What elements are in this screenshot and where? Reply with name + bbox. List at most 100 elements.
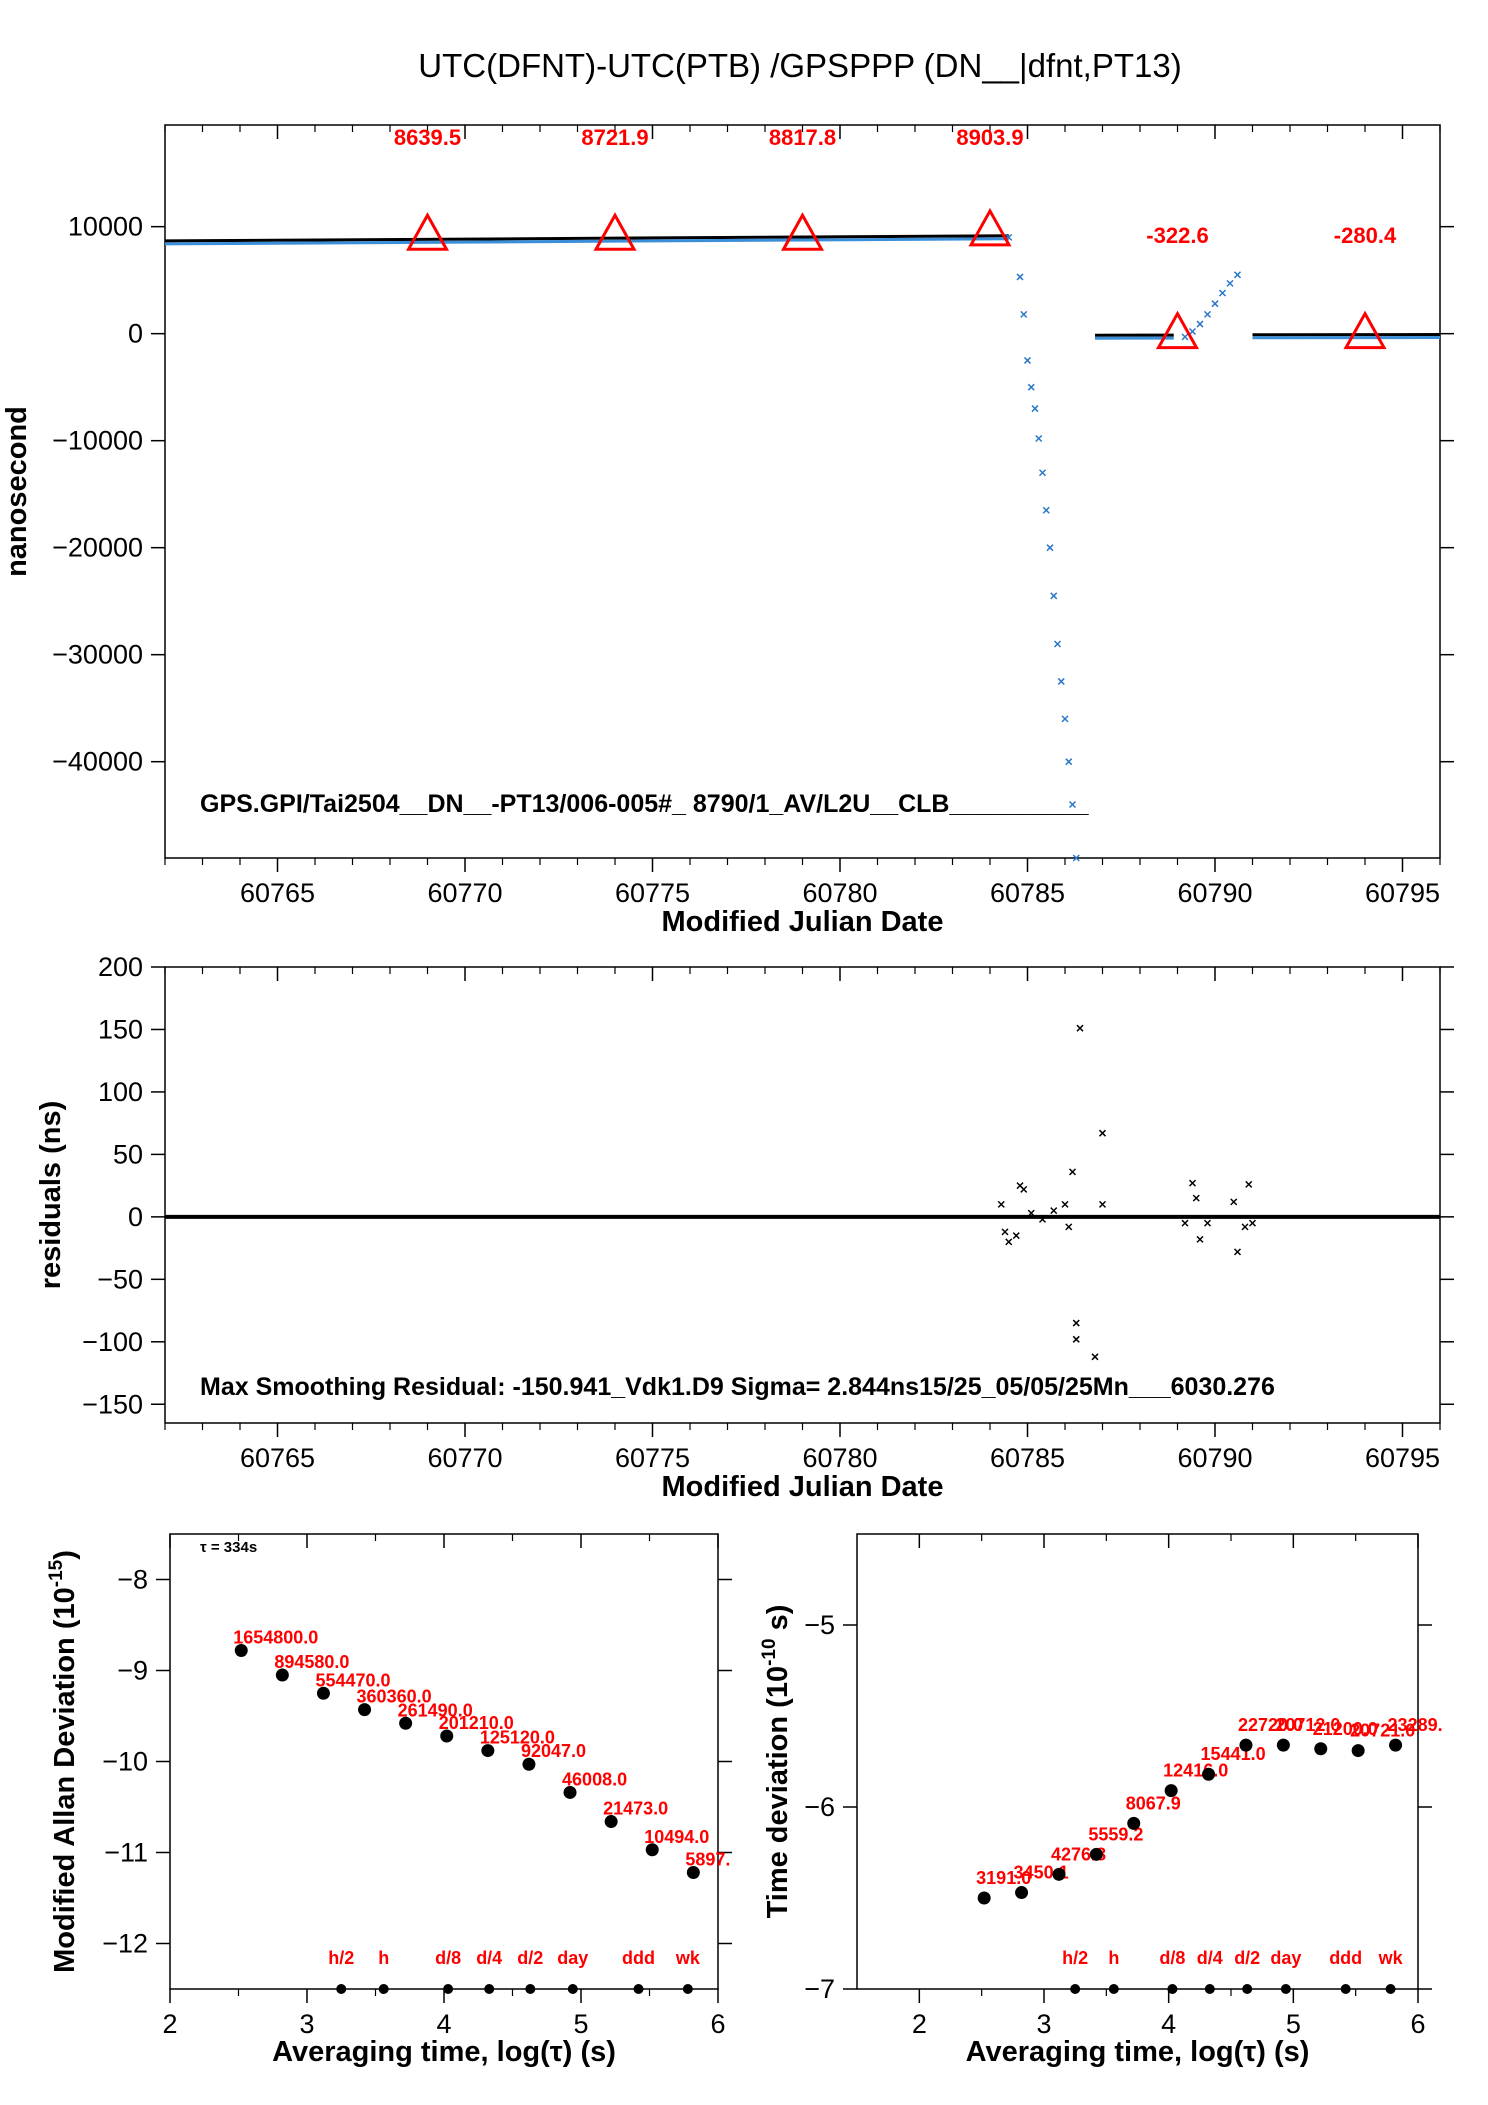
y-tick-label: 50 xyxy=(113,1139,143,1169)
y-tick-label: −6 xyxy=(804,1792,835,1822)
deviation-point-label: 20721.0 xyxy=(1350,1721,1415,1741)
deviation-point-label: 20712.0 xyxy=(1275,1715,1340,1735)
deviation-point-label: 10494.0 xyxy=(644,1827,709,1847)
x-tick-label: 60790 xyxy=(1177,1443,1252,1473)
phase-point xyxy=(1020,310,1028,318)
time-marker-dot xyxy=(1280,1984,1291,1994)
phase-point xyxy=(1016,273,1024,281)
residual-point xyxy=(1230,1198,1238,1206)
residual-point xyxy=(1196,1235,1204,1243)
deviation-point-label: 23289. xyxy=(1388,1715,1443,1735)
plot-frame xyxy=(164,966,1441,1424)
y-tick-label: −7 xyxy=(804,1974,835,2004)
deviation-point xyxy=(358,1703,372,1717)
deviation-point-label: 3191.0 xyxy=(976,1868,1031,1888)
y-tick-label: 200 xyxy=(98,952,143,982)
deviation-point-label: 15441.0 xyxy=(1201,1744,1266,1764)
time-marker-dot xyxy=(378,1984,389,1994)
phase-marker-triangle xyxy=(1155,310,1200,350)
x-tick-label: 60795 xyxy=(1365,1443,1440,1473)
phase-marker-label: 8903.9 xyxy=(956,125,1023,150)
residual-point xyxy=(1068,1168,1077,1176)
deviation-point-label: 22720.0 xyxy=(1238,1715,1303,1735)
x-tick-label: 3 xyxy=(299,2009,314,2039)
deviation-point xyxy=(1164,1784,1178,1798)
x-tick-label: 60775 xyxy=(615,878,690,908)
time-marker-dot xyxy=(1070,1984,1081,1994)
residual-point xyxy=(1020,1185,1028,1193)
y-tick-label: 10000 xyxy=(68,212,143,242)
time-marker-label: h xyxy=(378,1948,389,1968)
phase-marker-label: 8817.8 xyxy=(769,125,836,150)
x-tick-label: 60765 xyxy=(240,1443,315,1473)
deviation-point xyxy=(481,1744,495,1758)
y-axis-title: Time deviation (10-10 s) xyxy=(759,1605,794,1919)
residual-point xyxy=(1091,1353,1099,1361)
time-marker-dot xyxy=(1242,1984,1253,1994)
time-marker-dot xyxy=(1167,1984,1178,1994)
deviation-point xyxy=(234,1643,248,1657)
y-tick-label: −12 xyxy=(102,1929,148,1959)
phase-marker-triangle xyxy=(968,207,1012,247)
y-tick-label: −40000 xyxy=(52,747,143,777)
time-marker-dot xyxy=(484,1984,495,1994)
deviation-point xyxy=(1052,1867,1066,1881)
phase-point xyxy=(1226,279,1234,287)
x-tick-label: 60795 xyxy=(1365,878,1440,908)
phase-chart: 60765 60770 60775 60780 60785 60790 60795 10000… xyxy=(1,124,1454,938)
time-marker-dot xyxy=(1385,1984,1396,1994)
residual-point xyxy=(1005,1238,1013,1246)
deviation-point xyxy=(645,1843,659,1857)
x-tick-label: 60780 xyxy=(802,1443,877,1473)
phase-point xyxy=(1203,310,1212,318)
deviation-point-label: 5897. xyxy=(685,1850,730,1870)
x-tick-label: 2 xyxy=(912,2009,927,2039)
residual-point xyxy=(1061,1200,1069,1208)
time-marker-dot xyxy=(682,1984,693,1994)
phase-marker-triangle xyxy=(405,212,450,251)
phase-marker-label: 8639.5 xyxy=(394,125,461,150)
phase-point xyxy=(1068,800,1077,809)
time-marker-label: wk xyxy=(675,1948,701,1968)
residual-point xyxy=(1050,1207,1058,1215)
deviation-point-label: 46008.0 xyxy=(562,1769,627,1789)
x-tick-label: 4 xyxy=(436,2009,451,2039)
residual-point xyxy=(1012,1232,1020,1240)
time-marker-label: ddd xyxy=(622,1948,655,1968)
deviation-point xyxy=(1127,1816,1141,1830)
residual-point xyxy=(1241,1223,1249,1231)
residual-point xyxy=(1203,1219,1212,1227)
x-tick-label: 60785 xyxy=(990,878,1065,908)
plot-frame xyxy=(169,1533,719,1990)
residual-point xyxy=(1188,1179,1197,1187)
deviation-point-label: 5559.2 xyxy=(1088,1824,1143,1844)
deviation-point xyxy=(1015,1886,1029,1900)
phase-point xyxy=(1038,469,1047,477)
phase-marker-triangle xyxy=(593,212,637,251)
deviation-point xyxy=(1314,1742,1328,1756)
time-marker-label: d/8 xyxy=(1159,1948,1185,1968)
y-axis-title-exponent: -15 xyxy=(46,1559,67,1587)
y-axis-title-end: s) xyxy=(762,1605,794,1639)
phase-point xyxy=(1035,435,1043,443)
residual-point xyxy=(1072,1335,1080,1343)
residual-point xyxy=(1181,1219,1189,1227)
deviation-point-label: 201210.0 xyxy=(439,1713,514,1733)
plot-frame xyxy=(856,1533,1419,1990)
residual-point xyxy=(1233,1248,1242,1256)
deviation-point xyxy=(440,1729,454,1743)
x-tick-label: 5 xyxy=(573,2009,588,2039)
residual-point xyxy=(1038,1215,1047,1223)
phase-point xyxy=(1053,640,1062,648)
y-tick-label: 0 xyxy=(128,1202,143,1232)
time-marker-label: wk xyxy=(1378,1948,1404,1968)
phase-point xyxy=(1050,592,1058,600)
x-tick-label: 3 xyxy=(1036,2009,1051,2039)
phase-marker-label: -322.6 xyxy=(1146,223,1208,248)
y-tick-label: 100 xyxy=(98,1077,143,1107)
modified-allan-deviation-chart: 2 3 4 5 6 −8 −9 −10 −11 −12 Averaging time, log(τ)… xyxy=(46,1533,732,2068)
y-tick-label: −8 xyxy=(117,1565,148,1595)
residual-point xyxy=(1065,1223,1073,1231)
time-marker-label: h/2 xyxy=(328,1948,354,1968)
y-tick-label: −100 xyxy=(82,1327,143,1357)
